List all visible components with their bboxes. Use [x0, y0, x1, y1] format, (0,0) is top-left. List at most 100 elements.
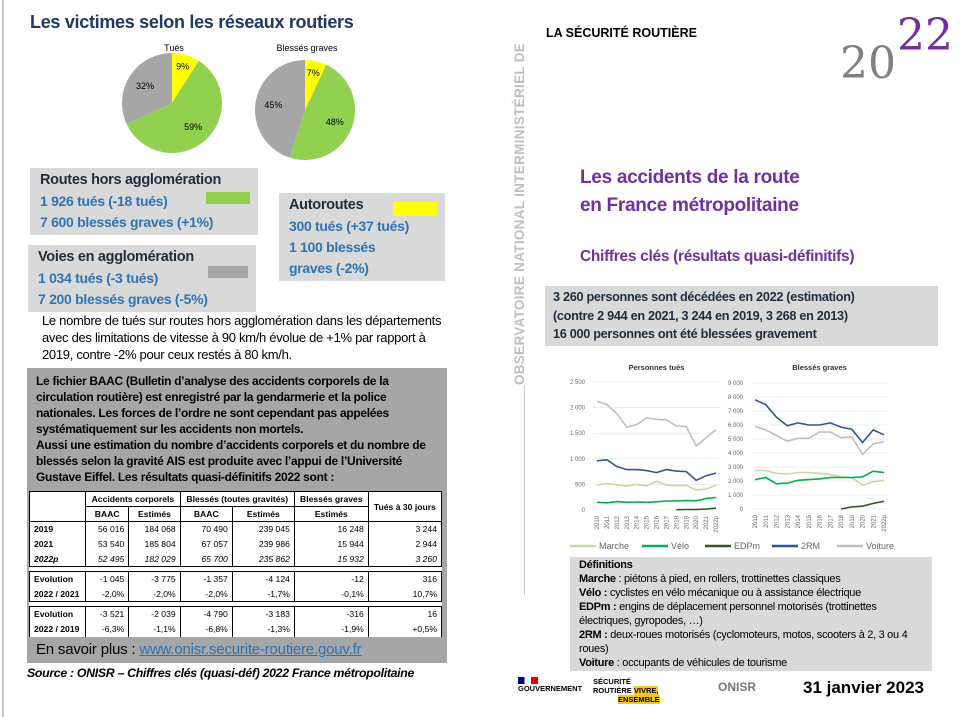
table-row: 2022p 52 495 182 029 65 700 235 862 15 932 3 2… — [28, 551, 443, 567]
table-cell: -2,0% — [85, 586, 130, 602]
table-cell: 52 495 — [85, 551, 130, 567]
table-cell: -2,0% — [128, 586, 181, 602]
pie-slice — [254, 60, 305, 158]
pie-slice — [122, 53, 172, 125]
table-cell: -1,9% — [293, 621, 369, 637]
y-tick-label: 1 500 — [570, 431, 586, 437]
table-cell: -2,0% — [179, 586, 233, 602]
definition-item: EDPm : engins de déplacement personnel m… — [579, 600, 923, 628]
autoroutes-title: Autoroutes — [289, 197, 364, 213]
legend-label: Voiture — [866, 541, 894, 551]
sr-line-2: ROUTIÈRE — [593, 686, 632, 695]
yellow-swatch — [393, 202, 437, 216]
x-tick-label: 2015 — [807, 514, 813, 528]
voies-agglo-tues: 1 034 tués (-3 tués) — [38, 270, 159, 286]
definition-text: deux-roues motorisés (cyclomoteurs, moto… — [579, 629, 908, 655]
definition-term: EDPm : — [579, 601, 617, 613]
table-cell: 2021 — [28, 536, 87, 552]
sr-line-1: SÉCURITÉ — [593, 677, 631, 686]
col-subheader: Estimés — [231, 506, 295, 522]
col-group: Tués à 30 jours — [367, 491, 443, 522]
series-line-edpm — [840, 500, 885, 510]
series-line-voiture — [596, 400, 717, 448]
results-table: Accidents corporels Blessés (toutes grav… — [28, 491, 443, 637]
pie-charts: Tués 9% 59% 32% Blessés graves 7% 48% 45% — [122, 43, 355, 160]
table-cell: -1 045 — [85, 571, 130, 587]
definitions-title: Définitions — [579, 559, 633, 571]
definition-term: 2RM : — [579, 629, 608, 641]
table-cell: -0,1% — [293, 586, 369, 602]
page-title: Les accidents de la route en France métr… — [580, 164, 800, 220]
y-tick-label: 5 000 — [728, 437, 744, 443]
speed-limit-paragraph: Le nombre de tués sur routes hors agglom… — [42, 313, 442, 362]
x-tick-label: 2014 — [635, 515, 641, 529]
table-row: 2021 53 540 185 804 67 057 239 986 15 944 2 94… — [28, 536, 443, 552]
vertical-observatoire-text: OBSERVATOIRE NATIONAL INTERMINISTÉRIEL D… — [512, 42, 527, 385]
x-tick-label: 2016 — [655, 515, 661, 529]
legend-label: Marche — [599, 541, 629, 551]
routes-hors-tues: 1 926 tués (-18 tués) — [40, 193, 168, 209]
table-cell: 3 260 — [367, 551, 443, 567]
pie-slice-label: 7% — [307, 68, 320, 78]
x-tick-label: 2016 — [818, 514, 824, 528]
series-line-voiture — [754, 425, 885, 456]
y-tick-label: 2 000 — [728, 479, 744, 485]
table-cell: Evolution — [28, 571, 87, 587]
definition-item: Marche : piétons à pied, en rollers, tro… — [579, 572, 923, 586]
series-line-velo — [754, 470, 885, 485]
table-cell: 185 804 — [128, 536, 181, 552]
definition-text: engins de déplacement personnel motorisé… — [579, 601, 877, 627]
key-figure-2: (contre 2 944 en 2021, 3 244 en 2019, 3 … — [553, 308, 848, 323]
source-note: Source : ONISR – Chiffres clés (quasi-dé… — [27, 665, 415, 680]
series-line-2rm — [754, 399, 885, 444]
table-cell: 2022p — [28, 551, 87, 567]
table-cell: 2019 — [28, 521, 87, 537]
table-cell: 56 016 — [85, 521, 130, 537]
x-tick-label: 2012 — [615, 515, 621, 529]
series-line-edpm — [676, 507, 717, 511]
vertical-divider — [524, 385, 525, 595]
table-cell: -316 — [293, 606, 369, 622]
pie-slice-label: 59% — [184, 122, 202, 132]
definitions-box: Définitions Marche : piétons à pied, en … — [570, 557, 932, 671]
definition-term: Voiture — [579, 657, 614, 669]
onisr-link[interactable]: www.onisr.securite-routiere.gouv.fr — [139, 640, 362, 658]
pie-slice — [126, 60, 223, 154]
table-cell: -3 775 — [128, 571, 181, 587]
definition-text: : occupants de véhicules de tourisme — [613, 657, 788, 669]
page-subtitle: Chiffres clés (résultats quasi-définitif… — [580, 248, 855, 265]
gouvernement-logo: GOUVERNEMENT — [518, 677, 582, 693]
table-cell: 235 862 — [231, 551, 295, 567]
voies-agglo-blesses: 7 200 blessés graves (-5%) — [38, 291, 208, 307]
y-tick-label: 500 — [575, 482, 586, 488]
table-row: Evolution -3 521 -2 039 -4 790 -3 183 -316 16 — [28, 606, 443, 622]
x-tick-label: 2014 — [796, 514, 802, 528]
more-info: En savoir plus : www.onisr.securite-rout… — [29, 637, 445, 658]
definition-text: cyclistes en vélo mécanique ou à assista… — [607, 587, 861, 599]
definition-term: Vélo : — [579, 587, 608, 599]
table-cell: 15 944 — [293, 536, 369, 552]
x-tick-label: 2018 — [674, 515, 680, 529]
autoroutes-blesses: 1 100 blessés — [289, 239, 376, 255]
baac-text: Le fichier BAAC (Bulletin d’analyse des … — [29, 373, 445, 485]
securite-routiere-logo: SÉCURITÉ ROUTIÈRE VIVRE, ENSEMBLE — [593, 677, 660, 704]
table-row: Evolution -1 045 -3 775 -1 357 -4 124 -12 316 — [28, 571, 443, 587]
table-cell: 239 986 — [231, 536, 295, 552]
pie-slice — [305, 60, 327, 110]
gouvernement-label: GOUVERNEMENT — [518, 684, 583, 693]
baac-section: Le fichier BAAC (Bulletin d’analyse des … — [27, 368, 447, 680]
col-subheader: Estimés — [293, 506, 369, 522]
pie-slice-label: 45% — [264, 100, 282, 110]
col-group: Blessés (toutes gravités) — [179, 491, 295, 507]
more-label: En savoir plus : — [36, 640, 140, 658]
y-tick-label: 1 000 — [728, 493, 744, 499]
sr-line-3: VIVRE, — [633, 686, 659, 695]
legend-label: 2RM — [801, 541, 820, 551]
col-subheader: BAAC — [85, 506, 130, 522]
table-cell: 2022 / 2019 — [28, 621, 87, 637]
table-cell: 70 490 — [179, 521, 233, 537]
table-cell: -1,7% — [231, 586, 295, 602]
x-tick-label: 2019 — [684, 515, 690, 529]
x-tick-label: 2021 — [704, 515, 710, 529]
table-cell: Evolution — [28, 606, 87, 622]
